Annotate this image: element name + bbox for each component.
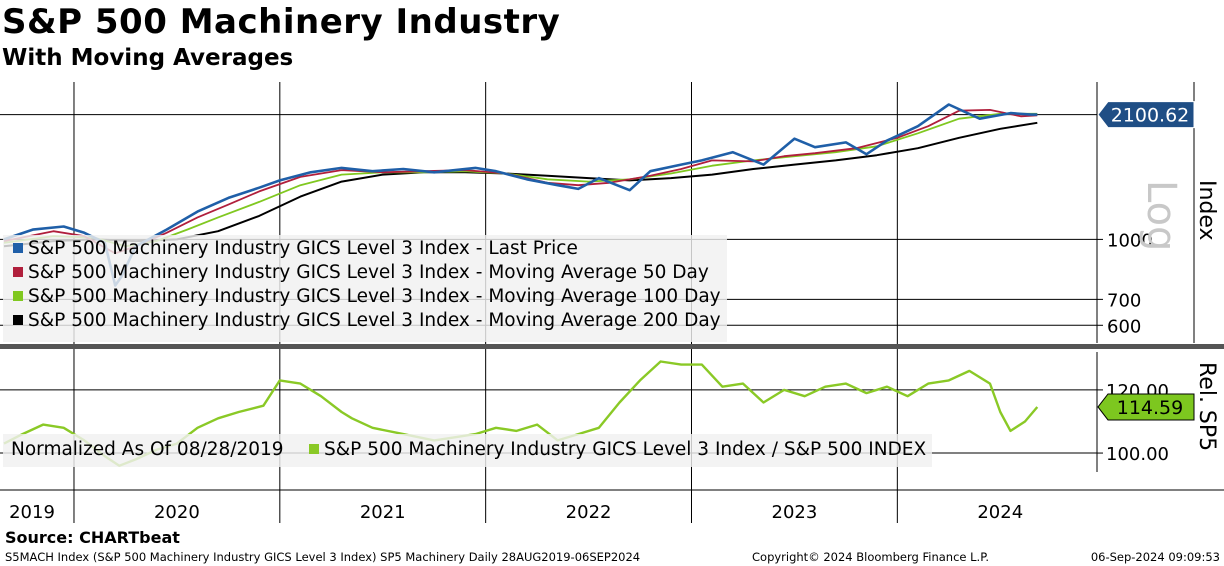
ma100-line	[3, 112, 1038, 248]
legend-normalized-note: Normalized As Of 08/28/2019	[11, 439, 284, 461]
source-note: Source: CHARTbeat	[5, 528, 180, 547]
bottom-axis-label: Rel. SP5	[1194, 362, 1219, 451]
y-tick-label-600: 600	[1107, 316, 1141, 337]
value-callouts: 2100.62 114.59	[1097, 101, 1195, 421]
legend-label-relative: S&P 500 Machinery Industry GICS Level 3 …	[324, 439, 927, 460]
legend-label-ma50: S&P 500 Machinery Industry GICS Level 3 …	[28, 262, 709, 283]
relative-callout-value: 114.59	[1117, 397, 1183, 419]
legend-label-ma100: S&P 500 Machinery Industry GICS Level 3 …	[28, 286, 721, 307]
x-year-label-2020: 2020	[154, 502, 200, 523]
panel-splitter	[0, 344, 1224, 349]
x-year-label-2019: 2019	[9, 502, 55, 523]
last-price-callout-value: 2100.62	[1111, 105, 1190, 127]
legend-swatch-ma200	[13, 315, 23, 325]
x-year-label-2024: 2024	[977, 502, 1023, 523]
legend-label-last-price: S&P 500 Machinery Industry GICS Level 3 …	[28, 238, 578, 259]
legend-swatch-last-price	[13, 243, 23, 253]
x-year-label-2021: 2021	[360, 502, 406, 523]
y-tick-label-1000: 1000	[1107, 230, 1153, 251]
legend-swatch-ma100	[13, 291, 23, 301]
chart-title: S&P 500 Machinery Industry	[2, 2, 561, 42]
legend-item-ma100: S&P 500 Machinery Industry GICS Level 3 …	[13, 286, 721, 308]
footer-ticker: S5MACH Index (S&P 500 Machinery Industry…	[5, 550, 641, 564]
legend-item-last-price: S&P 500 Machinery Industry GICS Level 3 …	[13, 238, 578, 260]
x-year-label-2023: 2023	[772, 502, 818, 523]
legend-item-ma200: S&P 500 Machinery Industry GICS Level 3 …	[13, 310, 721, 332]
legend-item-ma50: S&P 500 Machinery Industry GICS Level 3 …	[13, 262, 709, 284]
top-legend: S&P 500 Machinery Industry GICS Level 3 …	[3, 235, 727, 342]
legend-swatch-relative	[309, 444, 319, 454]
last-price-callout-box	[1097, 101, 1195, 129]
ma50-line	[3, 109, 1038, 255]
log-scale-label: Log	[1138, 180, 1184, 251]
footer-copyright: Copyright© 2024 Bloomberg Finance L.P.	[752, 550, 989, 564]
y-tick-label-700: 700	[1107, 290, 1141, 311]
legend-label-ma200: S&P 500 Machinery Industry GICS Level 3 …	[28, 310, 721, 331]
chart-subtitle: With Moving Averages	[2, 45, 294, 71]
legend-item-relative: S&P 500 Machinery Industry GICS Level 3 …	[309, 439, 926, 461]
footer-timestamp: 06-Sep-2024 09:09:53	[1090, 550, 1220, 564]
legend-swatch-ma50	[13, 267, 23, 277]
top-axis-label: Index	[1194, 180, 1219, 241]
bottom-legend: Normalized As Of 08/28/2019 S&P 500 Mach…	[3, 434, 932, 467]
x-year-label-2022: 2022	[566, 502, 612, 523]
rel-tick-label-100.00: 100.00	[1106, 444, 1169, 465]
relative-callout-box	[1097, 393, 1195, 421]
legend-normalized-label: Normalized As Of 08/28/2019	[11, 439, 284, 460]
